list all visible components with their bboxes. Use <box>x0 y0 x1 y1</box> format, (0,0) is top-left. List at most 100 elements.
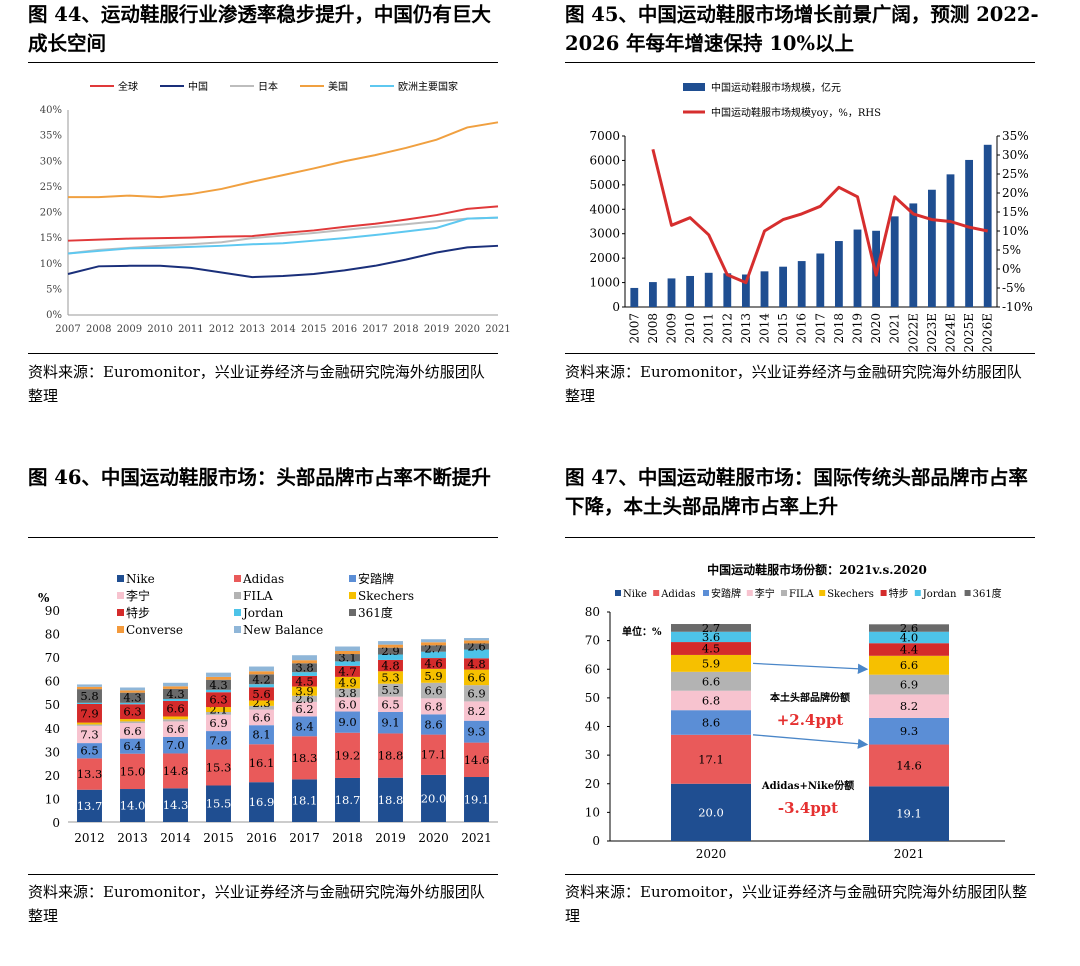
fig46-ytick: 50 <box>45 698 60 712</box>
fig46-xtick: 2019 <box>375 831 406 845</box>
fig47-segment-adidas-2021 <box>869 744 949 787</box>
fig44-chart: 全球 中国 日本 美国 欧洲主要国家 0% 5% 10% 15% 20% 25% 30% 35% 40% 2… <box>40 80 511 335</box>
fig46-segment-new-balance-2017 <box>292 655 317 661</box>
fig45-xtick: 2013 <box>739 313 753 344</box>
fig46-segment-特步-2020 <box>421 658 446 669</box>
fig46-segment-特步-2017 <box>292 675 317 687</box>
fig46-segment-fila-2016 <box>249 705 274 710</box>
fig47-legend-label-0: Nike <box>623 589 647 600</box>
fig46-label-fila-2019: 5.5 <box>381 683 399 697</box>
fig46-segment-converse-2019 <box>378 644 403 648</box>
fig46-legend-label-10: New Balance <box>243 623 323 637</box>
fig47-label-nike-2021: 19.1 <box>896 807 922 821</box>
fig47-legend-swatch-5 <box>819 590 826 596</box>
fig46-ylabel: % <box>38 591 50 605</box>
fig46-segment-安踏牌-2018 <box>335 711 360 733</box>
fig46-label-安踏牌-2018: 9.0 <box>338 715 356 729</box>
fig47-title: 图 47、中国运动鞋服市场：国际传统头部品牌市占率下降，本土头部品牌市占率上升 <box>565 466 1028 518</box>
fig47-segment-安踏牌-2021 <box>869 717 949 745</box>
fig46-legend-label-0: Nike <box>126 572 155 586</box>
fig46-label-361度-2015: 4.3 <box>209 678 227 692</box>
fig46-segment-李宁-2018 <box>335 697 360 712</box>
fig46-legend-swatch-3 <box>117 592 124 599</box>
fig44-series-中国-line <box>67 244 499 279</box>
fig46-segment-361度-2013 <box>120 692 145 703</box>
fig44-legend-label-0: 全球 <box>118 80 138 93</box>
fig46-segment-361度-2016 <box>249 674 274 685</box>
fig46-label-nike-2019: 18.8 <box>378 793 404 807</box>
fig46-segment-skechers-2015 <box>206 707 231 712</box>
fig45-ytick-left: 5000 <box>589 178 620 192</box>
fig46-segment-李宁-2013 <box>120 723 145 739</box>
fig46-segment-fila-2017 <box>292 695 317 702</box>
fig45-bar-2012 <box>723 273 732 307</box>
fig46-legend-label-3: 李宁 <box>126 588 150 603</box>
fig46-legend-swatch-1 <box>234 575 241 582</box>
fig46-label-361度-2016: 4.2 <box>252 672 270 686</box>
fig47-legend-swatch-7 <box>914 590 921 596</box>
fig45-xtick: 2010 <box>683 313 697 344</box>
fig46-top-rule <box>28 537 498 538</box>
fig45-ytick-right: 5% <box>1002 243 1021 257</box>
fig46-xtick: 2012 <box>74 831 105 845</box>
fig46-segment-361度-2018 <box>335 654 360 662</box>
fig46-segment-李宁-2020 <box>421 698 446 715</box>
fig46-segment-安踏牌-2019 <box>378 711 403 734</box>
fig45-xtick: 2012 <box>720 313 734 344</box>
fig46-label-特步-2016: 5.6 <box>252 687 270 701</box>
fig46-segment-skechers-2020 <box>421 668 446 683</box>
fig46-label-nike-2020: 20.0 <box>421 791 447 805</box>
fig46-segment-安踏牌-2013 <box>120 738 145 754</box>
fig46-xtick: 2020 <box>418 831 449 845</box>
fig47-legend-swatch-4 <box>781 590 787 596</box>
fig47-panel: 图 47、中国运动鞋服市场：国际传统头部品牌市占率下降，本土头部品牌市占率上升 <box>565 463 1035 521</box>
fig46-ytick: 40 <box>45 722 60 736</box>
fig46-segment-安踏牌-2021 <box>464 720 489 743</box>
fig46-label-adidas-2013: 15.0 <box>120 764 146 778</box>
fig46-segment-fila-2018 <box>335 688 360 698</box>
fig47-ytick: 70 <box>585 634 600 648</box>
fig46-segment-converse-2012 <box>77 686 102 690</box>
fig45-bar-2011 <box>704 272 713 307</box>
fig47-ytick: 10 <box>585 805 600 819</box>
fig46-ytick: 70 <box>45 651 60 665</box>
fig44-ytick: 15% <box>40 233 62 244</box>
fig46-segment-fila-2021 <box>464 685 489 702</box>
fig46-segment-converse-2021 <box>464 640 489 644</box>
fig46-label-特步-2017: 4.5 <box>295 674 313 688</box>
fig46-label-李宁-2019: 6.5 <box>381 697 399 711</box>
fig46-ytick: 30 <box>45 745 60 759</box>
fig45-source: 资料来源：Euromonitor，兴业证券经济与金融研究院海外纺服团队整理 <box>565 363 1022 405</box>
fig46-legend-label-9: Converse <box>126 623 183 637</box>
fig46-label-fila-2020: 6.6 <box>424 684 442 698</box>
fig44-panel: 图 44、运动鞋服行业渗透率稳步提升，中国仍有巨大成长空间 <box>28 0 498 58</box>
fig47-ytick: 40 <box>585 720 600 734</box>
fig46-segment-new-balance-2020 <box>421 639 446 643</box>
fig46-segment-adidas-2017 <box>292 736 317 780</box>
fig46-segment-converse-2017 <box>292 660 317 664</box>
fig46-segment-fila-2019 <box>378 683 403 697</box>
fig46-xtick: 2016 <box>246 831 277 845</box>
fig45-bar-2023E <box>927 189 936 307</box>
fig46-segment-jordan-2019 <box>378 654 403 660</box>
fig47-segment-李宁-2021 <box>869 694 949 718</box>
fig46-segment-361度-2019 <box>378 647 403 655</box>
fig45-ytick-right: 15% <box>1002 205 1029 219</box>
fig45-xtick: 2015 <box>776 313 790 344</box>
fig46-segment-李宁-2012 <box>77 725 102 744</box>
fig44-series-欧洲主要国家-line <box>67 216 499 255</box>
fig45-ytick-right: -5% <box>1002 281 1025 295</box>
fig47-segment-fila-2021 <box>869 674 949 695</box>
fig46-segment-jordan-2020 <box>421 651 446 659</box>
fig47-annotation-local-label: 本土头部品牌份额 <box>770 691 850 704</box>
fig46-label-李宁-2015: 6.9 <box>209 716 227 730</box>
fig46-segment-skechers-2012 <box>77 722 102 725</box>
fig47-label-特步-2021: 4.4 <box>900 642 918 656</box>
fig47-subtitle: 中国运动鞋服市场份额：2021v.s.2020 <box>707 562 927 577</box>
fig47-ytick: 80 <box>585 605 600 619</box>
fig44-legend-label-1: 中国 <box>188 80 208 93</box>
fig47-label-adidas-2021: 14.6 <box>896 758 922 772</box>
fig46-segment-361度-2012 <box>77 689 102 703</box>
fig46-legend-label-5: Skechers <box>358 589 414 603</box>
fig46-segment-new-balance-2014 <box>163 682 188 687</box>
